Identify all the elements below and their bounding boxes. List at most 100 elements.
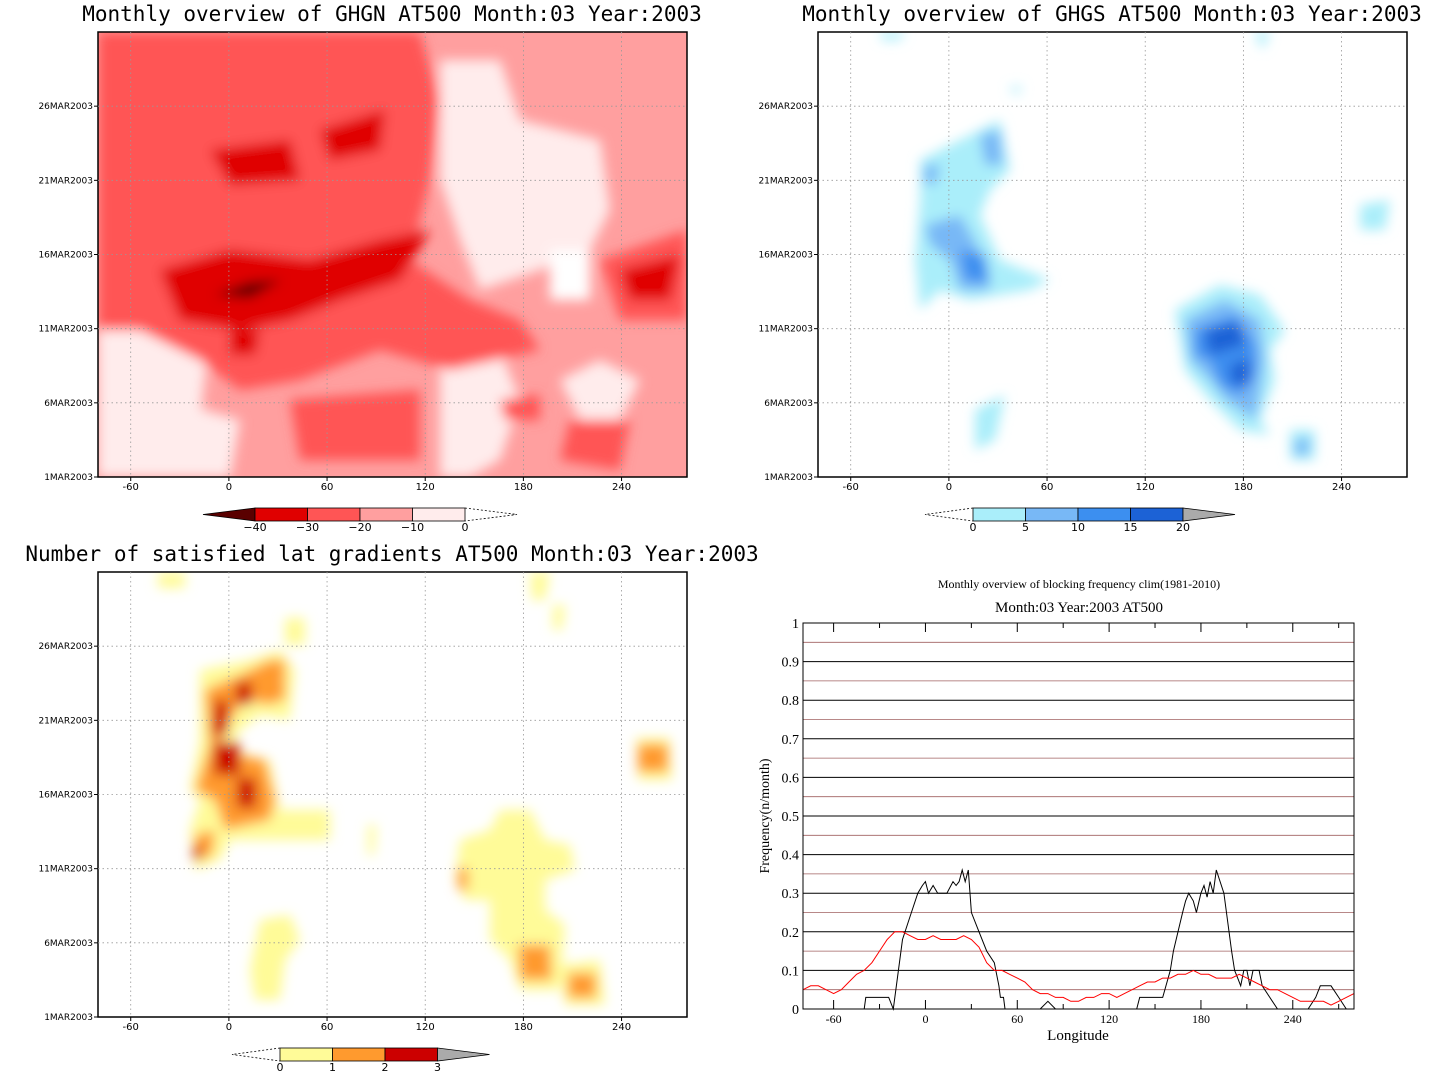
colorbar-tick-label: 15 bbox=[1124, 521, 1138, 534]
grid-lines bbox=[98, 572, 687, 1017]
colorbar-box bbox=[279, 1047, 333, 1062]
x-tick-label: 180 bbox=[514, 1022, 533, 1033]
x-tick-label: 180 bbox=[1192, 1012, 1210, 1026]
y-tick-label: 0.3 bbox=[782, 887, 800, 902]
y-tick-label: 11MAR2003 bbox=[38, 865, 93, 875]
colorbar-tick-label: 3 bbox=[434, 1061, 441, 1074]
x-tick-label: -60 bbox=[123, 482, 139, 493]
y-tick-label: 0.1 bbox=[782, 964, 800, 979]
plot-frame bbox=[802, 622, 1355, 1010]
x-axis-label: Longitude bbox=[1047, 1028, 1109, 1044]
y-tick-label: 6MAR2003 bbox=[764, 399, 813, 409]
x-tick-label: 180 bbox=[1234, 482, 1253, 493]
x-tick-label: 0 bbox=[226, 1022, 232, 1033]
colorbar: −40 −30 −20 −10 0 bbox=[202, 507, 518, 534]
colorbar-tick-label: 0 bbox=[277, 1061, 284, 1074]
y-tick-label: 16MAR2003 bbox=[38, 251, 93, 261]
y-tick-label: 11MAR2003 bbox=[38, 325, 93, 335]
y-axis-label: Frequency(n/month) bbox=[758, 758, 773, 873]
y-tick-label: 1 bbox=[792, 617, 799, 632]
y-tick-label: 0.8 bbox=[782, 694, 800, 709]
colorbar-box bbox=[1025, 507, 1079, 522]
colorbar-box bbox=[359, 507, 413, 522]
panel-title: Monthly overview of GHGS AT500 Month:03 … bbox=[802, 2, 1422, 26]
x-tick-label: 0 bbox=[946, 482, 952, 493]
x-tick-label: 120 bbox=[416, 1022, 435, 1033]
y-tick-label: 6MAR2003 bbox=[44, 939, 93, 949]
colorbar-extension-low bbox=[924, 507, 974, 522]
y-tick-label: 21MAR2003 bbox=[38, 176, 93, 186]
colorbar-box bbox=[384, 1047, 438, 1062]
colorbar-box bbox=[332, 1047, 386, 1062]
x-tick-label: -60 bbox=[843, 482, 859, 493]
y-tick-label: 1MAR2003 bbox=[44, 473, 93, 483]
colorbar-tick-label: 1 bbox=[329, 1061, 336, 1074]
colorbar-tick-label: −30 bbox=[296, 521, 319, 534]
colorbar-tick-label: −20 bbox=[348, 521, 371, 534]
colorbar-box bbox=[1077, 507, 1131, 522]
y-ticks: 0 0.1 0.2 0.3 0.4 0.5 0.6 0.7 0.8 0.9 1 bbox=[782, 617, 800, 1018]
x-tick-label: 0 bbox=[922, 1012, 928, 1026]
series-line-red bbox=[802, 931, 1355, 1006]
x-tick-label: 120 bbox=[416, 482, 435, 493]
series-lines bbox=[802, 868, 1355, 1011]
x-tick-label: 240 bbox=[612, 1022, 631, 1033]
colorbar-tick-label: 0 bbox=[462, 521, 469, 534]
colorbar-extension-low bbox=[202, 507, 256, 522]
colorbar-tick-label: −40 bbox=[243, 521, 266, 534]
series-line-black bbox=[863, 868, 1354, 1011]
colorbar-extension-high bbox=[437, 1047, 490, 1062]
x-tick-label: 60 bbox=[1011, 1012, 1023, 1026]
x-tick-label: 60 bbox=[321, 482, 334, 493]
x-ticks: -60 0 60 120 180 240 bbox=[826, 623, 1340, 1026]
panel-title: Number of satisfied lat gradients AT500 … bbox=[25, 542, 758, 566]
y-tick-label: 0.4 bbox=[782, 849, 800, 864]
x-ticks: -60 0 60 120 180 240 bbox=[123, 477, 631, 493]
x-tick-label: -60 bbox=[826, 1012, 842, 1026]
x-ticks: -60 0 60 120 180 240 bbox=[843, 477, 1351, 493]
x-tick-label: 240 bbox=[1332, 482, 1351, 493]
x-tick-label: 60 bbox=[1041, 482, 1054, 493]
colorbar-tick-label: 10 bbox=[1071, 521, 1085, 534]
y-tick-label: 11MAR2003 bbox=[758, 325, 813, 335]
colorbar-box bbox=[307, 507, 361, 522]
y-tick-label: 26MAR2003 bbox=[758, 102, 813, 112]
panel-title: Monthly overview of GHGN AT500 Month:03 … bbox=[82, 2, 702, 26]
x-tick-label: 0 bbox=[226, 482, 232, 493]
colorbar-tick-label: −10 bbox=[401, 521, 424, 534]
y-tick-label: 16MAR2003 bbox=[758, 251, 813, 261]
colorbar: 0 1 2 3 bbox=[231, 1047, 490, 1074]
colorbar-tick-label: 0 bbox=[970, 521, 977, 534]
x-tick-label: 180 bbox=[514, 482, 533, 493]
x-tick-label: 240 bbox=[612, 482, 631, 493]
x-tick-label: 240 bbox=[1284, 1012, 1302, 1026]
x-tick-label: -60 bbox=[123, 1022, 139, 1033]
grid-lines bbox=[98, 32, 687, 477]
y-ticks: 1MAR2003 6MAR2003 11MAR2003 16MAR2003 21MAR2… bbox=[38, 102, 98, 483]
y-tick-label: 16MAR2003 bbox=[38, 791, 93, 801]
colorbar-box bbox=[412, 507, 466, 522]
y-tick-label: 21MAR2003 bbox=[38, 716, 93, 726]
grid-lines bbox=[818, 32, 1407, 477]
colorbar: 0 5 10 15 20 bbox=[924, 507, 1236, 534]
y-ticks: 1MAR2003 6MAR2003 11MAR2003 16MAR2003 21MAR2… bbox=[758, 102, 818, 483]
colorbar-tick-label: 2 bbox=[382, 1061, 389, 1074]
x-tick-label: 120 bbox=[1100, 1012, 1118, 1026]
colorbar-extension-high bbox=[464, 507, 518, 522]
colorbar-box bbox=[972, 507, 1026, 522]
y-tick-label: 26MAR2003 bbox=[38, 102, 93, 112]
grid-lines bbox=[803, 641, 1354, 991]
y-tick-label: 26MAR2003 bbox=[38, 642, 93, 652]
colorbar-tick-label: 5 bbox=[1022, 521, 1029, 534]
panel-ghgn: Monthly overview of GHGN AT500 Month:03 … bbox=[38, 2, 701, 534]
y-tick-label: 1MAR2003 bbox=[764, 473, 813, 483]
y-tick-label: 0.2 bbox=[782, 926, 800, 941]
chart-title: Monthly overview of blocking frequency c… bbox=[938, 577, 1220, 591]
y-tick-label: 6MAR2003 bbox=[44, 399, 93, 409]
y-ticks: 1MAR2003 6MAR2003 11MAR2003 16MAR2003 21MAR2… bbox=[38, 642, 98, 1023]
panel-lat-gradients: Number of satisfied lat gradients AT500 … bbox=[25, 542, 758, 1074]
colorbar-extension-high bbox=[1182, 507, 1236, 522]
y-tick-label: 0.7 bbox=[782, 733, 800, 748]
y-tick-label: 0 bbox=[792, 1003, 799, 1018]
